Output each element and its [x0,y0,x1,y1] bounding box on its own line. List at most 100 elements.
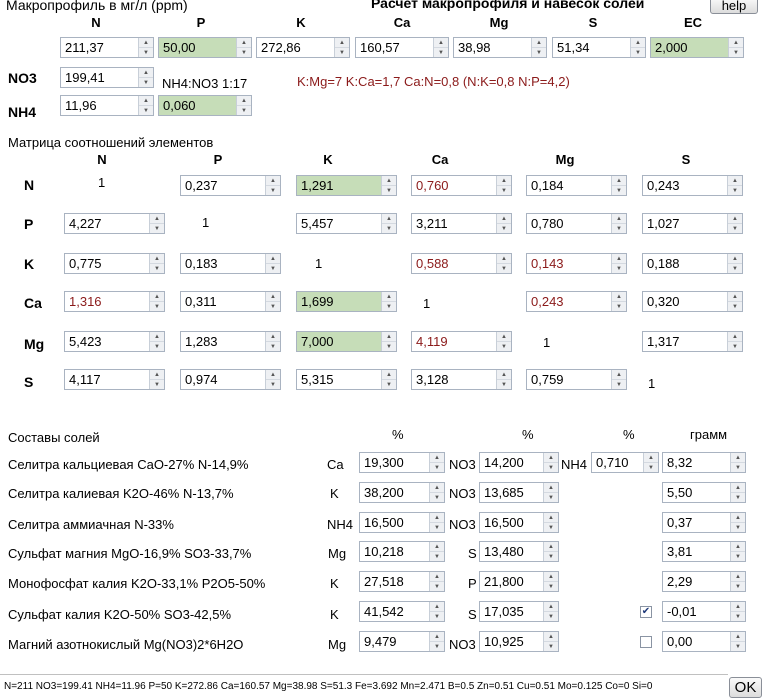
spin-up-icon[interactable]: ▲ [382,292,396,302]
macro-ec-spinner[interactable]: 2,000 ▲ ▼ [650,37,744,58]
spin-down-icon[interactable]: ▼ [241,107,247,114]
matrix-s-p[interactable]: 0,974 ▲ ▼ [180,369,281,390]
salt-include-checkbox[interactable]: ✔ [640,606,652,618]
matrix-k-ca[interactable]: 0,588 ▲ ▼ [411,253,512,274]
spin-down-icon[interactable]: ▼ [386,187,392,194]
spin-up-icon[interactable]: ▲ [434,38,448,48]
spin-down-icon[interactable]: ▼ [732,265,738,272]
spin-down-icon[interactable]: ▼ [548,583,554,590]
macro-p-spinner[interactable]: 50,00 ▲ ▼ [158,37,252,58]
spin-up-icon[interactable]: ▲ [382,370,396,380]
matrix-n-k[interactable]: 1,291 ▲ ▼ [296,175,397,196]
salt-pct1-spinner[interactable]: 38,200 ▲ ▼ [359,482,445,503]
spin-up-icon[interactable]: ▲ [729,38,743,48]
spin-down-icon[interactable]: ▼ [386,225,392,232]
spin-up-icon[interactable]: ▲ [139,68,153,78]
spin-down-icon[interactable]: ▼ [735,553,741,560]
spin-down-icon[interactable]: ▼ [732,187,738,194]
spin-up-icon[interactable]: ▲ [150,254,164,264]
spin-up-icon[interactable]: ▲ [430,542,444,552]
nh4-ratio-spinner[interactable]: 0,060 ▲ ▼ [158,95,252,116]
spin-up-icon[interactable]: ▲ [731,542,745,552]
salt-pct1-spinner[interactable]: 10,218 ▲ ▼ [359,541,445,562]
salt-grams-spinner[interactable]: 5,50 ▲ ▼ [662,482,746,503]
matrix-n-mg[interactable]: 0,184 ▲ ▼ [526,175,627,196]
spin-down-icon[interactable]: ▼ [616,187,622,194]
spin-down-icon[interactable]: ▼ [143,79,149,86]
spin-down-icon[interactable]: ▼ [616,265,622,272]
matrix-mg-p[interactable]: 1,283 ▲ ▼ [180,331,281,352]
spin-down-icon[interactable]: ▼ [270,265,276,272]
spin-up-icon[interactable]: ▲ [728,214,742,224]
spin-up-icon[interactable]: ▲ [497,332,511,342]
spin-up-icon[interactable]: ▲ [497,176,511,186]
spin-up-icon[interactable]: ▲ [612,176,626,186]
spin-up-icon[interactable]: ▲ [266,254,280,264]
spin-down-icon[interactable]: ▼ [386,343,392,350]
salt-pct3-spinner[interactable]: 0,710 ▲ ▼ [591,452,659,473]
spin-up-icon[interactable]: ▲ [731,632,745,642]
spin-up-icon[interactable]: ▲ [150,370,164,380]
spin-up-icon[interactable]: ▲ [382,176,396,186]
salt-pct2-spinner[interactable]: 13,480 ▲ ▼ [479,541,559,562]
matrix-s-k[interactable]: 5,315 ▲ ▼ [296,369,397,390]
spin-up-icon[interactable]: ▲ [544,602,558,612]
matrix-p-n[interactable]: 4,227 ▲ ▼ [64,213,165,234]
salt-grams-spinner[interactable]: 3,81 ▲ ▼ [662,541,746,562]
matrix-k-n[interactable]: 0,775 ▲ ▼ [64,253,165,274]
spin-down-icon[interactable]: ▼ [733,49,739,56]
spin-up-icon[interactable]: ▲ [544,572,558,582]
salt-grams-spinner[interactable]: 0,00 ▲ ▼ [662,631,746,652]
spin-down-icon[interactable]: ▼ [735,494,741,501]
spin-up-icon[interactable]: ▲ [430,602,444,612]
spin-down-icon[interactable]: ▼ [548,494,554,501]
spin-down-icon[interactable]: ▼ [501,343,507,350]
spin-down-icon[interactable]: ▼ [270,303,276,310]
spin-up-icon[interactable]: ▲ [150,214,164,224]
spin-up-icon[interactable]: ▲ [612,370,626,380]
spin-up-icon[interactable]: ▲ [266,176,280,186]
spin-up-icon[interactable]: ▲ [544,632,558,642]
spin-up-icon[interactable]: ▲ [266,332,280,342]
spin-down-icon[interactable]: ▼ [501,381,507,388]
spin-down-icon[interactable]: ▼ [143,49,149,56]
matrix-p-ca[interactable]: 3,211 ▲ ▼ [411,213,512,234]
spin-up-icon[interactable]: ▲ [237,38,251,48]
spin-down-icon[interactable]: ▼ [434,613,440,620]
spin-up-icon[interactable]: ▲ [544,542,558,552]
spin-down-icon[interactable]: ▼ [548,643,554,650]
matrix-p-k[interactable]: 5,457 ▲ ▼ [296,213,397,234]
spin-down-icon[interactable]: ▼ [616,303,622,310]
spin-up-icon[interactable]: ▲ [612,254,626,264]
macro-n-spinner[interactable]: 211,37 ▲ ▼ [60,37,154,58]
spin-up-icon[interactable]: ▲ [150,292,164,302]
spin-down-icon[interactable]: ▼ [154,225,160,232]
spin-down-icon[interactable]: ▼ [501,265,507,272]
matrix-k-p[interactable]: 0,183 ▲ ▼ [180,253,281,274]
spin-up-icon[interactable]: ▲ [731,453,745,463]
matrix-s-mg[interactable]: 0,759 ▲ ▼ [526,369,627,390]
spin-down-icon[interactable]: ▼ [735,524,741,531]
spin-down-icon[interactable]: ▼ [434,524,440,531]
salt-pct1-spinner[interactable]: 27,518 ▲ ▼ [359,571,445,592]
spin-up-icon[interactable]: ▲ [150,332,164,342]
matrix-n-s[interactable]: 0,243 ▲ ▼ [642,175,743,196]
salt-pct2-spinner[interactable]: 13,685 ▲ ▼ [479,482,559,503]
macro-k-spinner[interactable]: 272,86 ▲ ▼ [256,37,350,58]
matrix-mg-s[interactable]: 1,317 ▲ ▼ [642,331,743,352]
spin-up-icon[interactable]: ▲ [139,38,153,48]
matrix-mg-k[interactable]: 7,000 ▲ ▼ [296,331,397,352]
spin-up-icon[interactable]: ▲ [237,96,251,106]
spin-down-icon[interactable]: ▼ [434,583,440,590]
help-button[interactable]: help [710,0,758,14]
spin-down-icon[interactable]: ▼ [501,225,507,232]
spin-up-icon[interactable]: ▲ [430,632,444,642]
matrix-n-p[interactable]: 0,237 ▲ ▼ [180,175,281,196]
salt-grams-spinner[interactable]: -0,01 ▲ ▼ [662,601,746,622]
spin-up-icon[interactable]: ▲ [139,96,153,106]
spin-up-icon[interactable]: ▲ [266,292,280,302]
spin-down-icon[interactable]: ▼ [548,553,554,560]
matrix-k-s[interactable]: 0,188 ▲ ▼ [642,253,743,274]
spin-up-icon[interactable]: ▲ [612,214,626,224]
salt-pct2-spinner[interactable]: 21,800 ▲ ▼ [479,571,559,592]
